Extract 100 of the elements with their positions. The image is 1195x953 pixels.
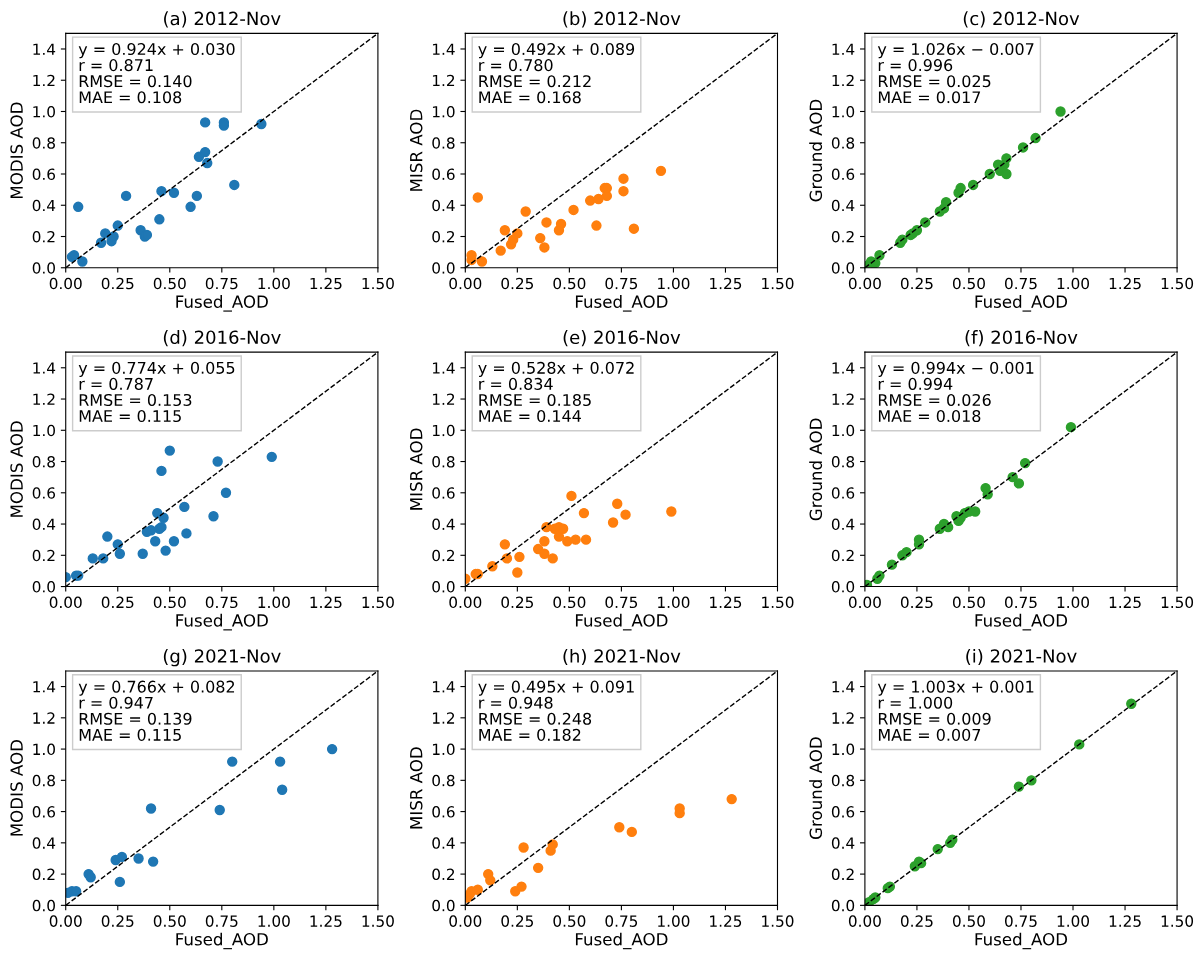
y-tick-label: 0.0 <box>32 899 55 912</box>
x-axis-title: Fused_AOD <box>176 932 268 950</box>
chart-title: (f) 2016-Nov <box>965 330 1078 347</box>
y-tick-label: 1.2 <box>432 74 455 87</box>
y-tick-label: 1.4 <box>432 43 455 55</box>
y-tick-label: 0.8 <box>32 137 55 149</box>
y-tick-label: 0.0 <box>831 899 855 912</box>
annotation: r = 0.996 <box>878 59 953 72</box>
annotation: RMSE = 0.153 <box>79 393 192 407</box>
x-axis-title: Fused_AOD <box>575 295 668 312</box>
y-tick-label: 0.4 <box>32 837 56 849</box>
chart-title: (a) 2012-Nov <box>164 11 281 28</box>
y-tick-label: 0.6 <box>831 168 855 181</box>
y-tick-label: 0.4 <box>831 518 855 531</box>
y-tick-label: 1.2 <box>33 393 55 405</box>
x-axis-title: Fused_AOD <box>176 613 268 631</box>
x-tick-label: 0.75 <box>605 277 638 290</box>
y-tick-label: 1.4 <box>432 362 455 374</box>
y-axis-title: Ground AOD <box>809 737 823 840</box>
y-tick-label: 0.2 <box>32 549 55 562</box>
annotation: y = 0.924x + 0.030 <box>78 43 235 59</box>
annotation: RMSE = 0.212 <box>479 75 591 88</box>
annotation: r = 0.947 <box>79 696 153 709</box>
x-tick-label: 1.00 <box>258 596 290 609</box>
annotation: RMSE = 0.025 <box>878 75 991 88</box>
y-axis-title: MODIS AOD <box>10 740 23 836</box>
annotation: y = 0.774x + 0.055 <box>78 361 235 377</box>
x-tick-label: 0.75 <box>605 915 638 927</box>
x-axis-title: Fused_AOD <box>176 295 268 312</box>
y-tick-label: 0.2 <box>831 549 854 562</box>
annotation: RMSE = 0.185 <box>479 393 591 407</box>
x-tick-label: 0.50 <box>952 277 985 290</box>
y-tick-label: 1.2 <box>33 74 55 87</box>
x-axis-title: Fused_AOD <box>975 613 1068 631</box>
annotation: y = 1.003x + 0.001 <box>877 680 1034 696</box>
x-tick-label: 0.00 <box>449 915 482 927</box>
y-tick-label: 0.0 <box>432 581 455 593</box>
y-tick-label: 1.2 <box>432 393 455 405</box>
x-tick-label: 0.50 <box>153 915 186 927</box>
chart-title: (e) 2016-Nov <box>563 330 681 347</box>
annotation: RMSE = 0.026 <box>878 393 991 407</box>
x-tick-label: 0.50 <box>952 915 985 927</box>
x-tick-label: 1.50 <box>1161 596 1194 609</box>
y-tick-label: 0.4 <box>32 199 56 212</box>
x-tick-label: 0.75 <box>1004 915 1037 927</box>
y-tick-label: 1.4 <box>33 362 56 374</box>
annotation: MAE = 0.017 <box>878 91 981 104</box>
y-tick-label: 1.0 <box>432 743 455 756</box>
annotation: r = 0.871 <box>79 59 153 72</box>
x-tick-label: 1.25 <box>1109 596 1141 609</box>
x-tick-label: 1.50 <box>362 596 394 609</box>
y-tick-label: 0.6 <box>831 806 855 818</box>
x-tick-label: 0.25 <box>900 596 933 609</box>
y-tick-label: 1.0 <box>832 743 855 756</box>
y-axis-title: MISR AOD <box>409 747 423 829</box>
annotation: r = 0.994 <box>878 377 953 390</box>
annotation: MAE = 0.115 <box>79 410 181 423</box>
x-tick-label: 1.50 <box>362 915 394 927</box>
y-tick-label: 0.4 <box>432 837 455 849</box>
chart-title: (h) 2021-Nov <box>563 648 681 665</box>
y-tick-label: 0.8 <box>831 137 855 149</box>
x-tick-label: 0.25 <box>501 596 534 609</box>
y-tick-label: 1.0 <box>832 424 855 437</box>
annotation: y = 0.492x + 0.089 <box>478 43 635 59</box>
x-tick-label: 0.75 <box>205 915 238 927</box>
y-tick-label: 0.2 <box>432 549 455 562</box>
annotation: MAE = 0.182 <box>479 728 581 741</box>
annotation: RMSE = 0.009 <box>878 712 991 725</box>
x-tick-label: 1.25 <box>710 915 742 927</box>
y-tick-label: 1.0 <box>33 743 55 756</box>
x-tick-label: 0.50 <box>553 915 586 927</box>
x-tick-label: 0.25 <box>501 277 534 290</box>
x-tick-label: 0.50 <box>553 277 586 290</box>
y-tick-label: 1.4 <box>832 681 855 693</box>
y-tick-label: 0.4 <box>32 518 56 531</box>
x-tick-label: 1.50 <box>1161 915 1194 927</box>
y-tick-label: 0.2 <box>831 868 854 881</box>
annotation: r = 0.787 <box>79 377 153 390</box>
y-tick-label: 0.6 <box>432 487 455 499</box>
y-axis-title: MISR AOD <box>409 428 423 510</box>
x-tick-label: 1.25 <box>310 915 342 927</box>
annotation: y = 0.495x + 0.091 <box>478 680 634 696</box>
x-tick-label: 0.00 <box>848 915 881 927</box>
x-tick-label: 0.50 <box>153 277 186 290</box>
x-tick-label: 0.25 <box>900 277 933 290</box>
annotation: RMSE = 0.140 <box>79 75 192 88</box>
y-tick-label: 1.4 <box>432 681 455 693</box>
chart-title: (c) 2012-Nov <box>963 11 1080 28</box>
x-tick-label: 1.50 <box>1161 277 1194 290</box>
y-tick-label: 0.8 <box>432 774 455 787</box>
y-tick-label: 0.4 <box>432 518 455 531</box>
x-tick-label: 1.50 <box>762 596 794 609</box>
y-tick-label: 0.0 <box>432 899 455 912</box>
y-tick-label: 0.2 <box>432 868 455 881</box>
y-tick-label: 1.4 <box>832 362 855 374</box>
y-tick-label: 0.6 <box>432 806 455 818</box>
y-tick-label: 0.4 <box>831 199 855 212</box>
x-tick-label: 0.75 <box>605 596 638 609</box>
y-tick-label: 0.4 <box>831 837 855 849</box>
y-tick-label: 1.4 <box>33 681 56 693</box>
